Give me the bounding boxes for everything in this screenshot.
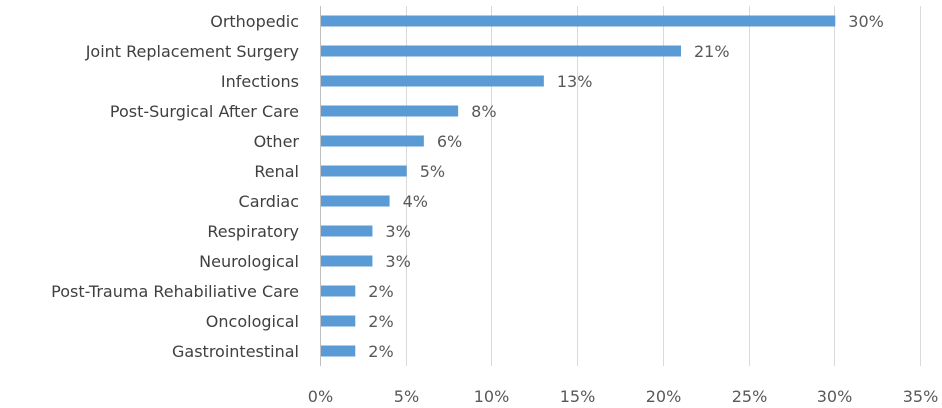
bar [321,195,390,207]
data-label: 4% [403,192,428,211]
bar [321,135,424,147]
category-label: Infections [221,72,299,91]
category-label: Respiratory [207,222,299,241]
data-label: 5% [420,162,445,181]
data-label: 8% [471,102,496,121]
data-label: 3% [385,222,410,241]
category-label: Orthopedic [210,12,299,31]
bar [321,285,356,297]
category-label: Other [254,132,300,151]
category-labels: Orthopedic Joint Replacement Surgery Infec… [51,12,299,361]
data-label: 21% [694,42,730,61]
data-label: 2% [368,312,393,331]
bar [321,165,407,177]
bar [321,45,681,57]
x-tick-label: 30% [817,387,853,406]
x-tick-label: 35% [903,387,939,406]
data-label: 3% [385,252,410,271]
value-labels: 30% 21% 13% 8% 6% 5% 4% 3% 3% 2% 2% 2% [368,12,884,361]
data-label: 2% [368,342,393,361]
category-label: Oncological [206,312,299,331]
x-tick-label: 0% [308,387,333,406]
data-label: 6% [437,132,462,151]
bar [321,105,459,117]
bar [321,15,836,27]
data-label: 2% [368,282,393,301]
category-label: Gastrointestinal [172,342,299,361]
bar [321,315,356,327]
x-tick-label: 15% [560,387,596,406]
x-tick-label: 5% [394,387,419,406]
bar [321,345,356,357]
x-tick-label: 25% [732,387,768,406]
x-tick-label: 20% [646,387,682,406]
data-label: 13% [557,72,593,91]
category-label: Joint Replacement Surgery [85,42,299,61]
category-label: Neurological [199,252,299,271]
bars [321,15,836,357]
data-label: 30% [848,12,884,31]
bar [321,75,544,87]
category-label: Post-Trauma Rehabiliative Care [51,282,299,301]
x-tick-label: 10% [474,387,510,406]
x-axis-tick-labels: 0% 5% 10% 15% 20% 25% 30% 35% [308,387,938,406]
category-label: Renal [254,162,299,181]
gridlines [320,6,921,366]
bar [321,255,373,267]
category-label: Post-Surgical After Care [110,102,299,121]
category-label: Cardiac [239,192,299,211]
bar [321,225,373,237]
